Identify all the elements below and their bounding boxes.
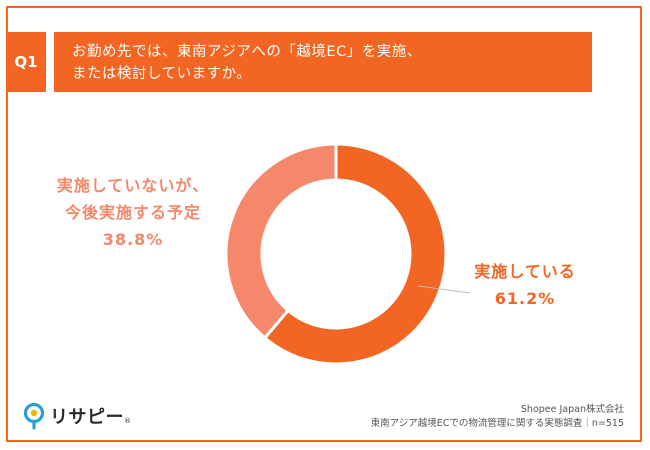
magnifier-pin-icon (23, 402, 45, 430)
label-implemented: 実施している 61.2% (460, 258, 590, 312)
donut-slice-1 (262, 142, 448, 366)
question-tag: Q1 (6, 32, 46, 92)
question-tag-text: Q1 (14, 53, 38, 71)
risapy-logo: リサピー ® (22, 402, 131, 430)
label-implemented-line1: 実施している (474, 262, 576, 281)
label-planned-value: 38.8% (102, 230, 164, 249)
label-planned: 実施していないが、 今後実施する予定 38.8% (28, 172, 238, 253)
source-survey: 東南アジア越境ECでの物流管理に関する実態調査｜n=515 (370, 418, 624, 429)
donut-slice-2 (224, 142, 338, 340)
question-banner: お勤め先では、東南アジアへの「越境EC」を実施、 または検討していますか。 (54, 32, 592, 92)
label-planned-line1: 実施していないが、 (56, 176, 210, 195)
question-line-2: または検討していますか。 (72, 66, 252, 82)
source-company: Shopee Japan株式会社 (520, 404, 624, 415)
logo-registered-mark: ® (124, 417, 131, 425)
label-implemented-value: 61.2% (494, 289, 556, 308)
leader-line-right (417, 285, 471, 294)
logo-text: リサピー (50, 407, 124, 428)
outer-frame (6, 6, 642, 442)
source-note: Shopee Japan株式会社 東南アジア越境ECでの物流管理に関する実態調査… (371, 403, 624, 431)
question-line-1: お勤め先では、東南アジアへの「越境EC」を実施、 (72, 44, 422, 60)
label-planned-line2: 今後実施する予定 (64, 203, 201, 222)
